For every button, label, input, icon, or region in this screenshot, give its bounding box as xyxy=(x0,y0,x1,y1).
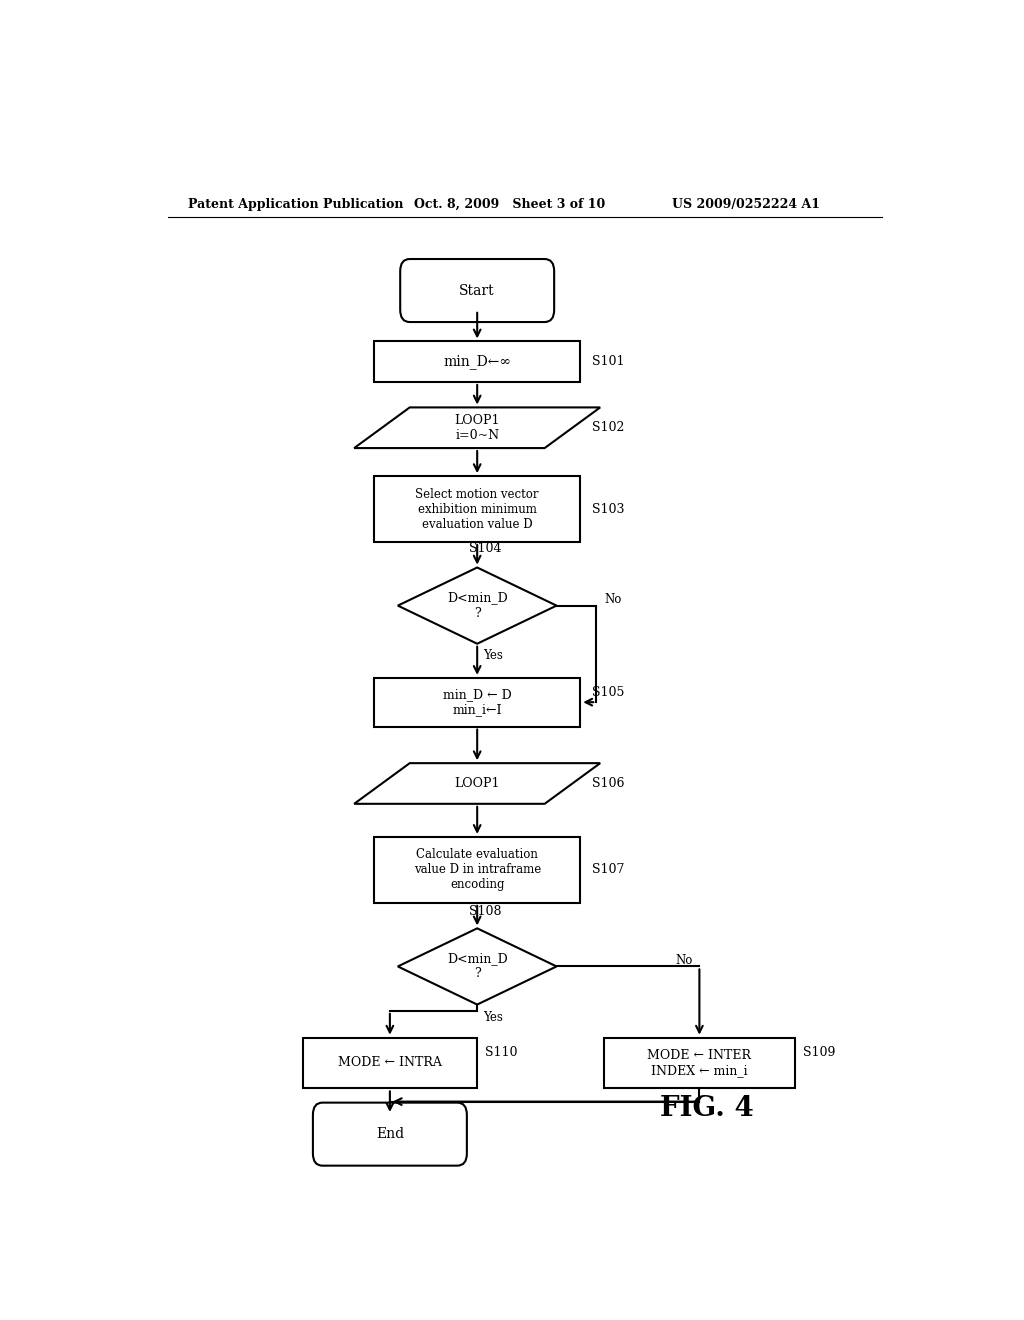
Text: LOOP1: LOOP1 xyxy=(455,777,500,789)
Text: LOOP1
i=0~N: LOOP1 i=0~N xyxy=(455,413,500,442)
Bar xyxy=(374,342,581,381)
Text: Patent Application Publication: Patent Application Publication xyxy=(187,198,403,211)
Text: S107: S107 xyxy=(592,863,625,876)
Text: Yes: Yes xyxy=(483,1011,504,1023)
Text: min_D←∞: min_D←∞ xyxy=(443,354,511,370)
Text: Start: Start xyxy=(460,284,495,297)
Text: FIG. 4: FIG. 4 xyxy=(659,1096,754,1122)
Text: MODE ← INTER
INDEX ← min_i: MODE ← INTER INDEX ← min_i xyxy=(647,1049,752,1077)
Text: min_D ← D
min_i←I: min_D ← D min_i←I xyxy=(442,688,512,717)
Polygon shape xyxy=(354,408,600,447)
Text: Oct. 8, 2009   Sheet 3 of 10: Oct. 8, 2009 Sheet 3 of 10 xyxy=(414,198,605,211)
Polygon shape xyxy=(397,568,557,644)
Text: D<min_D
?: D<min_D ? xyxy=(446,591,508,619)
Text: No: No xyxy=(676,954,693,966)
Polygon shape xyxy=(397,928,557,1005)
Text: S106: S106 xyxy=(592,777,625,789)
Text: Select motion vector
exhibition minimum
evaluation value D: Select motion vector exhibition minimum … xyxy=(416,487,539,531)
Text: Calculate evaluation
value D in intraframe
encoding: Calculate evaluation value D in intrafra… xyxy=(414,849,541,891)
FancyBboxPatch shape xyxy=(400,259,554,322)
Text: US 2009/0252224 A1: US 2009/0252224 A1 xyxy=(672,198,819,211)
Text: S101: S101 xyxy=(592,355,625,368)
Bar xyxy=(374,677,581,726)
Bar xyxy=(374,477,581,543)
Bar xyxy=(374,837,581,903)
Polygon shape xyxy=(354,763,600,804)
Text: S108: S108 xyxy=(469,906,502,919)
Text: End: End xyxy=(376,1127,403,1142)
Text: D<min_D
?: D<min_D ? xyxy=(446,953,508,981)
Text: MODE ← INTRA: MODE ← INTRA xyxy=(338,1056,441,1069)
Text: S104: S104 xyxy=(469,543,502,556)
Text: S103: S103 xyxy=(592,503,625,516)
Text: S102: S102 xyxy=(592,421,625,434)
Text: S109: S109 xyxy=(803,1047,835,1060)
Text: S105: S105 xyxy=(592,685,625,698)
FancyBboxPatch shape xyxy=(313,1102,467,1166)
Text: S110: S110 xyxy=(485,1047,517,1060)
Bar xyxy=(303,1038,477,1089)
Bar xyxy=(604,1038,795,1089)
Text: Yes: Yes xyxy=(483,649,504,661)
Text: No: No xyxy=(604,593,622,606)
